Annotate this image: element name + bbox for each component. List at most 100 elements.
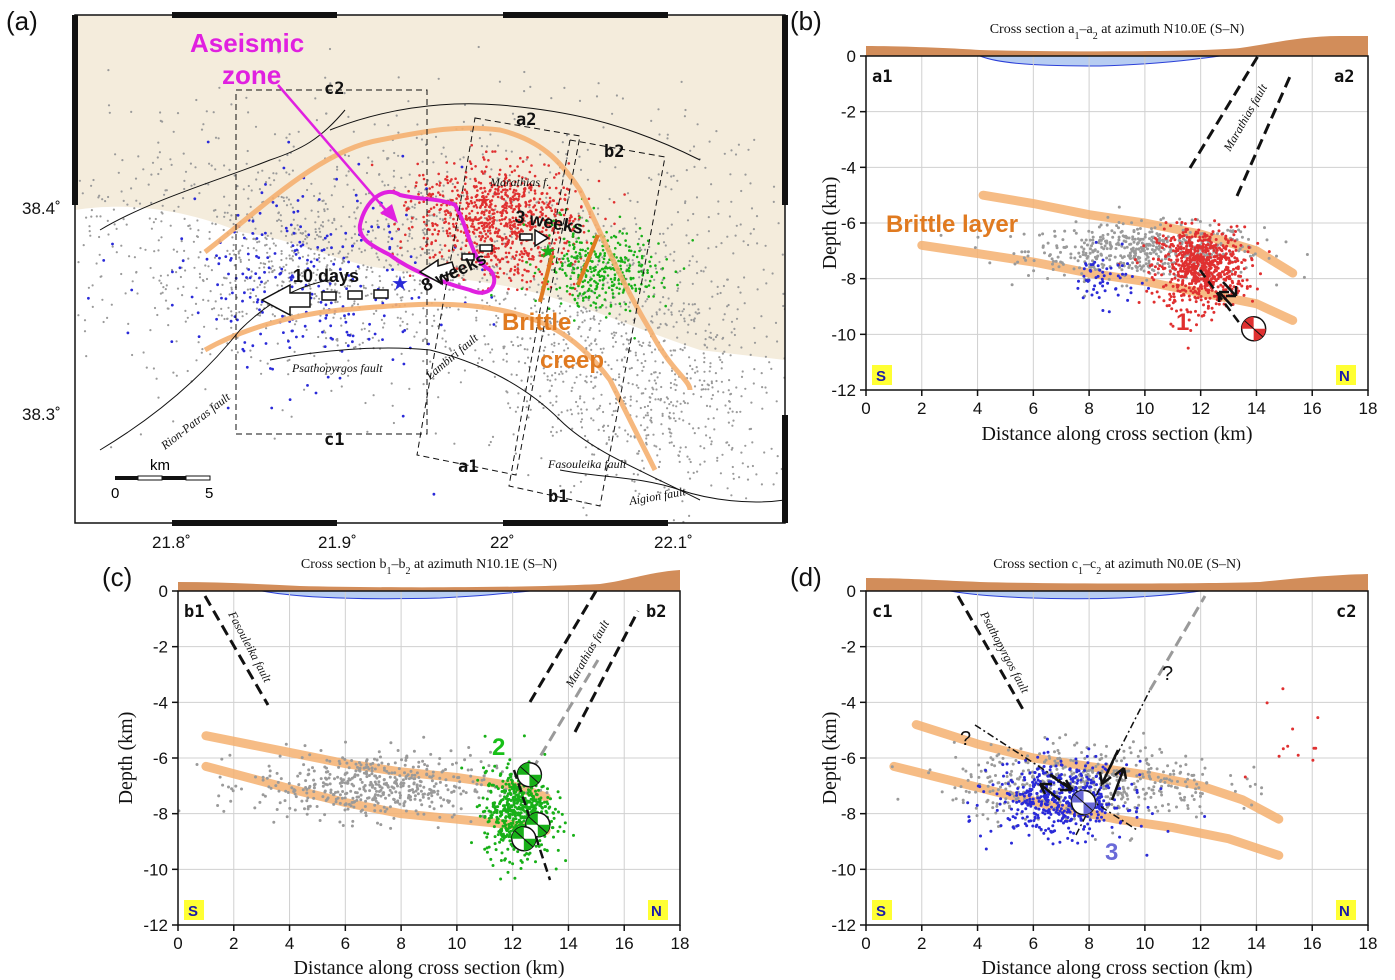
map-dot bbox=[457, 274, 460, 277]
map-dot bbox=[647, 295, 650, 298]
map-dot bbox=[744, 444, 747, 447]
map-dot bbox=[329, 301, 333, 305]
earthquake-dot bbox=[1150, 263, 1154, 267]
earthquake-dot bbox=[1243, 225, 1247, 229]
map-dot bbox=[175, 271, 178, 274]
map-dot bbox=[152, 221, 155, 224]
map-dot bbox=[617, 278, 620, 282]
map-dot bbox=[447, 371, 450, 374]
map-dot bbox=[193, 197, 197, 201]
earthquake-dot bbox=[1198, 220, 1202, 223]
map-dot bbox=[493, 212, 496, 215]
map-dot bbox=[424, 183, 428, 186]
map-dot bbox=[329, 324, 333, 328]
map-dot bbox=[237, 252, 240, 255]
map-dot bbox=[672, 349, 675, 352]
map-dot bbox=[726, 305, 729, 308]
map-dot bbox=[381, 180, 384, 183]
map-dot bbox=[582, 306, 585, 309]
map-dot bbox=[218, 256, 221, 260]
map-dot bbox=[545, 223, 549, 226]
map-dot bbox=[782, 292, 785, 295]
map-dot bbox=[495, 263, 498, 266]
map-dot bbox=[176, 250, 179, 253]
map-dot bbox=[589, 267, 592, 271]
map-dot bbox=[731, 465, 734, 469]
map-dot bbox=[258, 240, 261, 243]
map-dot bbox=[343, 314, 346, 318]
map-dot bbox=[545, 201, 548, 204]
map-dot bbox=[147, 183, 150, 186]
map-dot bbox=[592, 206, 596, 210]
map-dot bbox=[638, 249, 641, 253]
earthquake-dot bbox=[1024, 258, 1028, 262]
map-dot bbox=[642, 353, 646, 356]
map-dot bbox=[98, 253, 101, 256]
map-dot bbox=[364, 287, 367, 290]
map-dot bbox=[88, 230, 91, 233]
map-dot bbox=[373, 123, 376, 126]
map-dot bbox=[685, 169, 688, 172]
map-dot bbox=[730, 320, 734, 323]
map-dot bbox=[164, 288, 167, 291]
map-dot bbox=[509, 279, 513, 282]
map-dot bbox=[658, 308, 661, 311]
map-dot bbox=[100, 275, 103, 278]
map-dot bbox=[157, 239, 160, 242]
map-dot bbox=[499, 222, 503, 226]
map-dot bbox=[481, 235, 484, 238]
earthquake-dot bbox=[1120, 244, 1124, 248]
map-dot bbox=[242, 233, 245, 236]
map-dot bbox=[306, 188, 309, 192]
map-dot bbox=[672, 412, 675, 415]
map-dot bbox=[534, 208, 538, 212]
map-dot bbox=[655, 271, 659, 274]
earthquake-dot bbox=[1090, 230, 1094, 234]
map-dot bbox=[207, 183, 210, 186]
map-dot bbox=[345, 174, 348, 177]
map-dot bbox=[577, 273, 580, 277]
map-dot bbox=[649, 419, 652, 422]
map-dot bbox=[551, 227, 555, 230]
map-dot bbox=[532, 275, 536, 278]
map-dot bbox=[668, 428, 672, 431]
map-dot bbox=[882, 326, 884, 328]
map-dot bbox=[480, 221, 484, 224]
map-dot bbox=[446, 259, 449, 262]
map-dot bbox=[655, 313, 659, 316]
map-dot bbox=[325, 112, 328, 115]
map-dot bbox=[644, 328, 647, 331]
map-dot bbox=[587, 229, 590, 233]
map-dot bbox=[359, 202, 362, 205]
map-dot bbox=[666, 407, 669, 410]
map-dot bbox=[293, 227, 296, 230]
map-dot bbox=[693, 359, 697, 362]
map-dot bbox=[489, 205, 492, 209]
map-dot bbox=[258, 308, 261, 312]
map-dot bbox=[498, 80, 501, 83]
map-dot bbox=[470, 196, 474, 199]
map-dot bbox=[281, 409, 284, 412]
map-dot bbox=[558, 224, 561, 227]
map-dot bbox=[699, 445, 702, 448]
earthquake-dot bbox=[1110, 229, 1114, 233]
map-dot bbox=[842, 316, 844, 318]
map-dot bbox=[514, 180, 517, 184]
map-dot bbox=[614, 303, 617, 306]
map-dot bbox=[520, 279, 524, 282]
earthquake-dot bbox=[1219, 248, 1223, 252]
map-dot bbox=[285, 196, 288, 199]
map-dot bbox=[644, 285, 647, 288]
map-dot bbox=[618, 215, 622, 219]
map-dot bbox=[593, 291, 597, 295]
map-dot bbox=[856, 315, 858, 317]
map-dot bbox=[490, 203, 493, 206]
map-dot bbox=[305, 328, 308, 331]
earthquake-dot bbox=[1146, 255, 1150, 259]
map-dot bbox=[322, 248, 326, 252]
map-dot bbox=[410, 297, 414, 300]
map-dot bbox=[234, 279, 237, 282]
earthquake-dot bbox=[1139, 245, 1143, 249]
map-dot bbox=[557, 342, 560, 345]
map-dot bbox=[511, 232, 514, 235]
